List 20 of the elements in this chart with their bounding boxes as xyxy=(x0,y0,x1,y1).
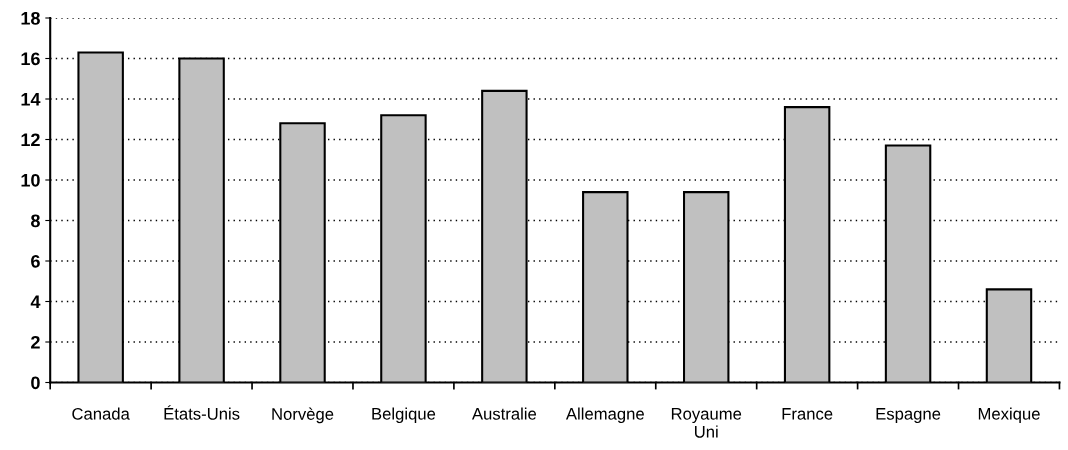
x-tick-label: Australie xyxy=(471,407,537,420)
y-tick-label: 6 xyxy=(31,254,40,268)
y-tick-label: 10 xyxy=(21,173,40,187)
x-tick-label: Mexique xyxy=(978,407,1040,424)
x-tick-label: France xyxy=(782,408,833,420)
x-tick-label: Royaume Uni xyxy=(671,408,742,438)
y-tick-label: 12 xyxy=(21,133,40,147)
x-tick-label: Norvège xyxy=(272,407,334,424)
y-tick-label: 2 xyxy=(31,335,40,349)
y-tick-label: 8 xyxy=(31,214,40,228)
x-tick-label: Canada xyxy=(72,407,130,420)
y-tick-label: 18 xyxy=(21,11,40,25)
x-tick-label: Allemagne xyxy=(565,407,644,424)
x-tick-label: Espagne xyxy=(876,408,941,424)
y-tick-label: 14 xyxy=(21,93,41,106)
y-tick-label: 16 xyxy=(21,52,40,66)
x-tick-label: Belgique xyxy=(372,407,436,424)
x-tick-label: États-Unis xyxy=(164,405,240,420)
y-tick-label: 4 xyxy=(30,295,41,309)
y-tick-label: 0 xyxy=(31,376,40,390)
